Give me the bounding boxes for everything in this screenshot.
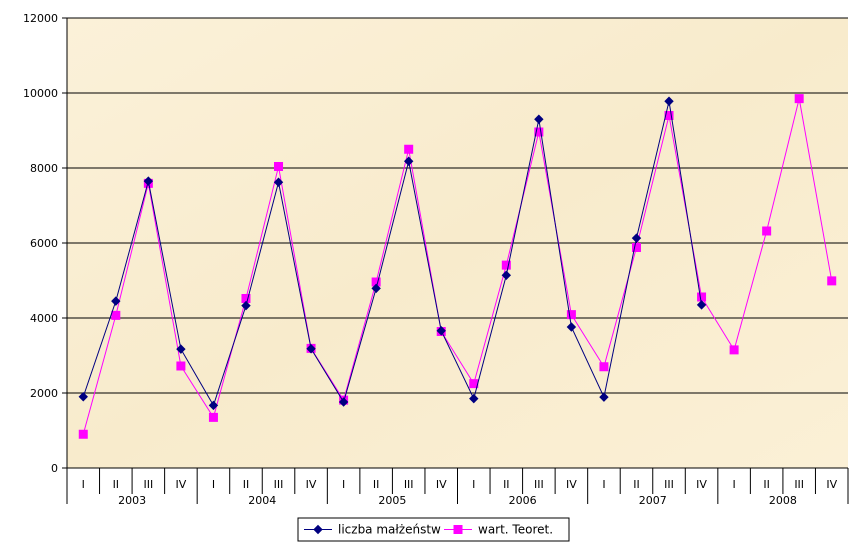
data-point [143, 176, 154, 186]
data-point [273, 177, 284, 187]
year-label: 2004 [248, 494, 276, 507]
y-tick-label: 8000 [30, 162, 58, 175]
x-tick-label: III [664, 478, 674, 491]
year-label: 2003 [118, 494, 146, 507]
x-tick-label: IV [826, 478, 837, 491]
data-point [697, 292, 707, 302]
data-point [534, 114, 544, 124]
data-point [501, 260, 511, 270]
data-point [111, 310, 121, 320]
x-tick-label: IV [306, 478, 317, 491]
x-tick-label: I [342, 478, 345, 491]
x-tick-label: III [404, 478, 414, 491]
y-tick-label: 4000 [30, 312, 58, 325]
data-point [403, 156, 414, 166]
x-tick-label: III [143, 478, 153, 491]
data-point [599, 392, 609, 402]
data-point [208, 400, 219, 411]
x-tick-label: I [212, 478, 215, 491]
data-point [794, 94, 804, 104]
data-point [208, 412, 218, 422]
data-point [534, 127, 544, 137]
series-0 [78, 96, 707, 411]
data-point [78, 392, 88, 402]
x-tick-label: III [534, 478, 544, 491]
legend-label: liczba małżeństw [338, 523, 441, 537]
legend-box [297, 517, 570, 542]
legend: liczba małżeństw wart. Teoret. [297, 517, 570, 542]
y-tick-label: 6000 [30, 237, 58, 250]
x-tick-label: I [472, 478, 475, 491]
data-point [762, 226, 772, 236]
gridlines [67, 17, 848, 394]
data-point [404, 144, 414, 154]
x-tick-label: II [243, 478, 250, 491]
data-point [566, 322, 577, 332]
data-point [566, 310, 576, 320]
year-label: 2005 [378, 494, 406, 507]
x-tick-label: II [113, 478, 120, 491]
x-tick-label: IV [176, 478, 187, 491]
data-point [306, 344, 316, 354]
series-line [82, 101, 703, 407]
data-point [827, 276, 837, 286]
data-point [371, 283, 381, 294]
x-tick-label: I [82, 478, 85, 491]
y-tick-label: 2000 [30, 387, 58, 400]
x-tick-label: I [732, 478, 735, 491]
data-point [436, 326, 446, 336]
data-point [241, 300, 251, 311]
data-point [696, 300, 707, 310]
year-label: 2007 [639, 494, 667, 507]
data-point [664, 111, 674, 120]
data-point [469, 393, 479, 404]
y-tick-label: 10000 [23, 87, 58, 100]
year-label: 2008 [769, 494, 797, 507]
series-line [82, 98, 833, 435]
x-tick-label: II [633, 478, 640, 491]
x-tick-label: II [763, 478, 770, 491]
data-point [176, 344, 186, 354]
data-point [111, 296, 121, 306]
x-tick-label: III [274, 478, 284, 491]
x-tick-label: IV [696, 478, 707, 491]
data-point [631, 243, 641, 252]
y-tick-label: 12000 [23, 12, 58, 25]
data-point [501, 270, 512, 280]
x-tick-label: IV [566, 478, 577, 491]
y-tick-label: 0 [51, 462, 58, 475]
x-tick-label: III [794, 478, 804, 491]
data-point [729, 345, 739, 355]
x-tick-label: II [373, 478, 380, 491]
x-tick-label: IV [436, 478, 447, 491]
year-label: 2006 [509, 494, 537, 507]
data-point [599, 362, 609, 372]
legend-marker [313, 524, 323, 535]
series-group [78, 94, 837, 439]
x-tick-label: II [503, 478, 510, 491]
x-tick-label: I [602, 478, 605, 491]
data-point [338, 397, 349, 407]
series-1 [78, 94, 837, 439]
legend-label: wart. Teoret. [478, 523, 553, 537]
data-point [78, 429, 88, 439]
data-point [664, 96, 674, 106]
data-point [631, 233, 642, 243]
y-axis: 0 2000 4000 6000 8000 10000 12000 [23, 12, 68, 475]
x-axis: I II III IV I II III IV I II III IV I II III IV I II III IV… [66, 467, 849, 507]
data-point [274, 162, 284, 171]
legend-marker [453, 525, 463, 534]
data-point [176, 361, 186, 371]
